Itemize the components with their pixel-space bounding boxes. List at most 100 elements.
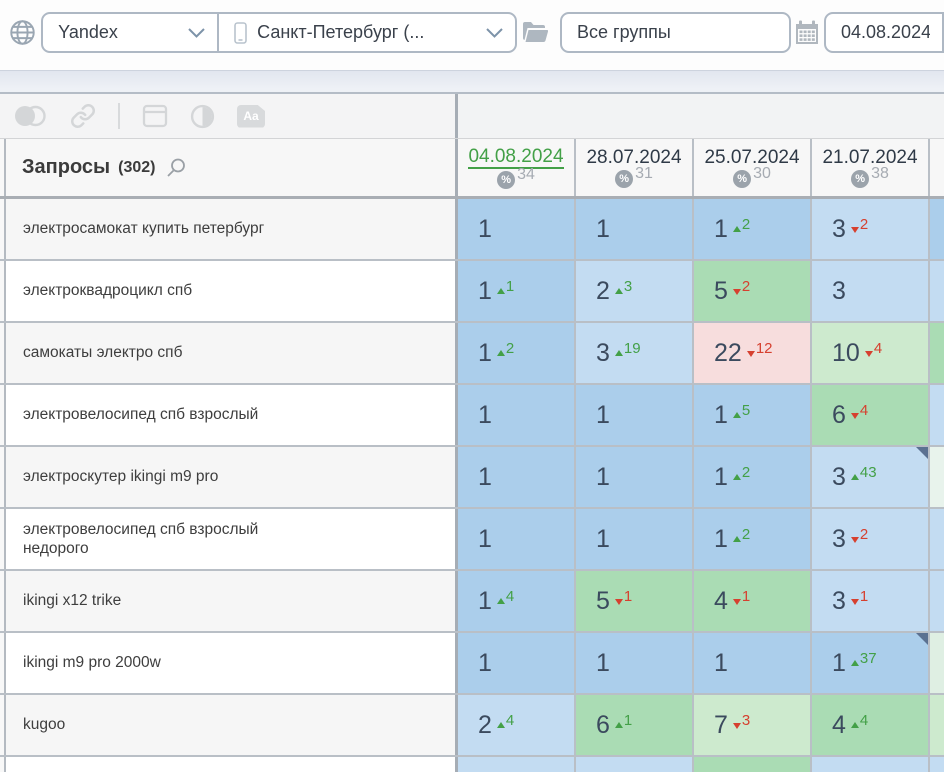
contrast-icon[interactable] [190,104,215,129]
keyword-cell[interactable]: самокаты электро спб [4,323,458,383]
position-cell[interactable]: 1 37 [812,633,930,693]
column-date[interactable]: 28.07.2024 [586,146,682,168]
folder-icon[interactable] [517,12,552,52]
keyword-cell[interactable]: электроскутер ikingi m9 pro [4,447,458,507]
position-change: 1 [850,587,869,614]
percent-icon: % [497,171,516,190]
table-row: самокаты электро спб 1 2 3 19 22 12 10 4 [0,323,944,385]
position-cell[interactable]: 1 [458,199,576,259]
change-value: 2 [741,277,751,295]
position-value: 1 [714,400,728,429]
search-engine-select[interactable]: Yandex [41,12,220,53]
keyword-cell[interactable]: ikingi x12 trike [4,571,458,631]
visibility-icon[interactable] [14,104,48,128]
position-cell[interactable]: 1 [576,199,694,259]
column-date[interactable]: 21.07.2024 [822,146,918,168]
date-columns: 04.08.2024% 34 28.07.2024% 31 25.07.2024% 30 2… [458,139,930,196]
position-cell[interactable]: 22 12 [694,323,812,383]
arrow-down-icon [850,536,859,543]
position-cell[interactable]: 1 [576,509,694,569]
position-cell[interactable]: 1 [458,447,576,507]
note-corner-marker[interactable] [916,447,928,459]
column-date[interactable]: 25.07.2024 [704,146,800,168]
position-cell[interactable]: 1 [458,509,576,569]
date-input[interactable]: 04.08.2024 [824,12,944,53]
arrow-down-icon [732,288,741,295]
position-change: 4 [864,341,882,366]
keyword-label: электроскутер ikingi m9 pro [23,468,219,486]
snippet-icon[interactable] [142,104,168,128]
position-cell[interactable]: 1 [458,633,576,693]
link-icon[interactable] [70,103,96,129]
position-change: 4 [850,403,868,428]
change-value: 12 [755,339,773,357]
date-column-header[interactable]: 04.08.2024% 34 [458,139,576,196]
position-value: 22 [714,338,742,367]
position-cell[interactable]: 1 [458,385,576,445]
date-column-header[interactable]: 28.07.2024% 31 [576,139,694,196]
position-cell[interactable]: 44 [694,757,812,772]
date-column-header[interactable]: 25.07.2024% 30 [694,139,812,196]
keyword-cell[interactable]: электровелосипед спб взрослый недорого [4,509,458,569]
calendar-icon[interactable] [791,12,824,52]
groups-select[interactable]: Все группы [559,12,791,53]
keyword-cell[interactable]: электровелосипед спб взрослый [4,385,458,445]
position-value: 3 [832,586,846,615]
table-row: электровелосипед спб взрослый недорого 1 1… [0,509,944,571]
position-cell[interactable]: 1 [694,633,812,693]
change-value: 4 [505,587,515,605]
position-change: 1 [732,589,750,614]
next-column-sliver [930,571,944,631]
column-date[interactable]: 04.08.2024 [468,146,564,170]
change-value: 5 [741,401,751,419]
position-cell[interactable]: 11 [458,757,576,772]
date-column-header[interactable]: 21.07.2024% 38 [812,139,930,196]
position-cell[interactable]: 3 43 [812,447,930,507]
position-cell[interactable]: 3 [812,757,930,772]
position-cell[interactable]: 3 [812,261,930,321]
position-cell[interactable]: 1 [576,633,694,693]
position-cell[interactable]: 1 [576,447,694,507]
change-value: 2 [741,215,751,233]
table-row: 1133443 [0,757,944,772]
search-icon[interactable] [165,157,187,179]
keyword-cell[interactable]: электроквадроцикл спб [4,261,458,321]
keyword-cell[interactable]: электросамокат купить петербург [4,199,458,259]
position-cell[interactable]: 1 [576,385,694,445]
position-cell[interactable]: 10 4 [812,323,930,383]
position-value: 3 [596,338,610,367]
position-cell[interactable]: 3 19 [576,323,694,383]
keyword-cell[interactable] [4,757,458,772]
keyword-cell[interactable]: ikingi m9 pro 2000w [4,633,458,693]
position-value: 1 [832,648,846,677]
position-value: 10 [832,338,860,367]
note-corner-marker[interactable] [916,633,928,645]
keyword-cell[interactable]: kugoo [4,695,458,755]
change-value: 1 [859,587,869,605]
position-value: 1 [478,524,492,553]
date-value: 04.08.2024 [841,22,930,42]
position-cell[interactable]: 33 [576,757,694,772]
region-select[interactable]: Санкт-Петербург (... [217,12,518,53]
arrow-down-icon [614,598,623,605]
letter-case-icon[interactable]: Aa [237,104,265,128]
